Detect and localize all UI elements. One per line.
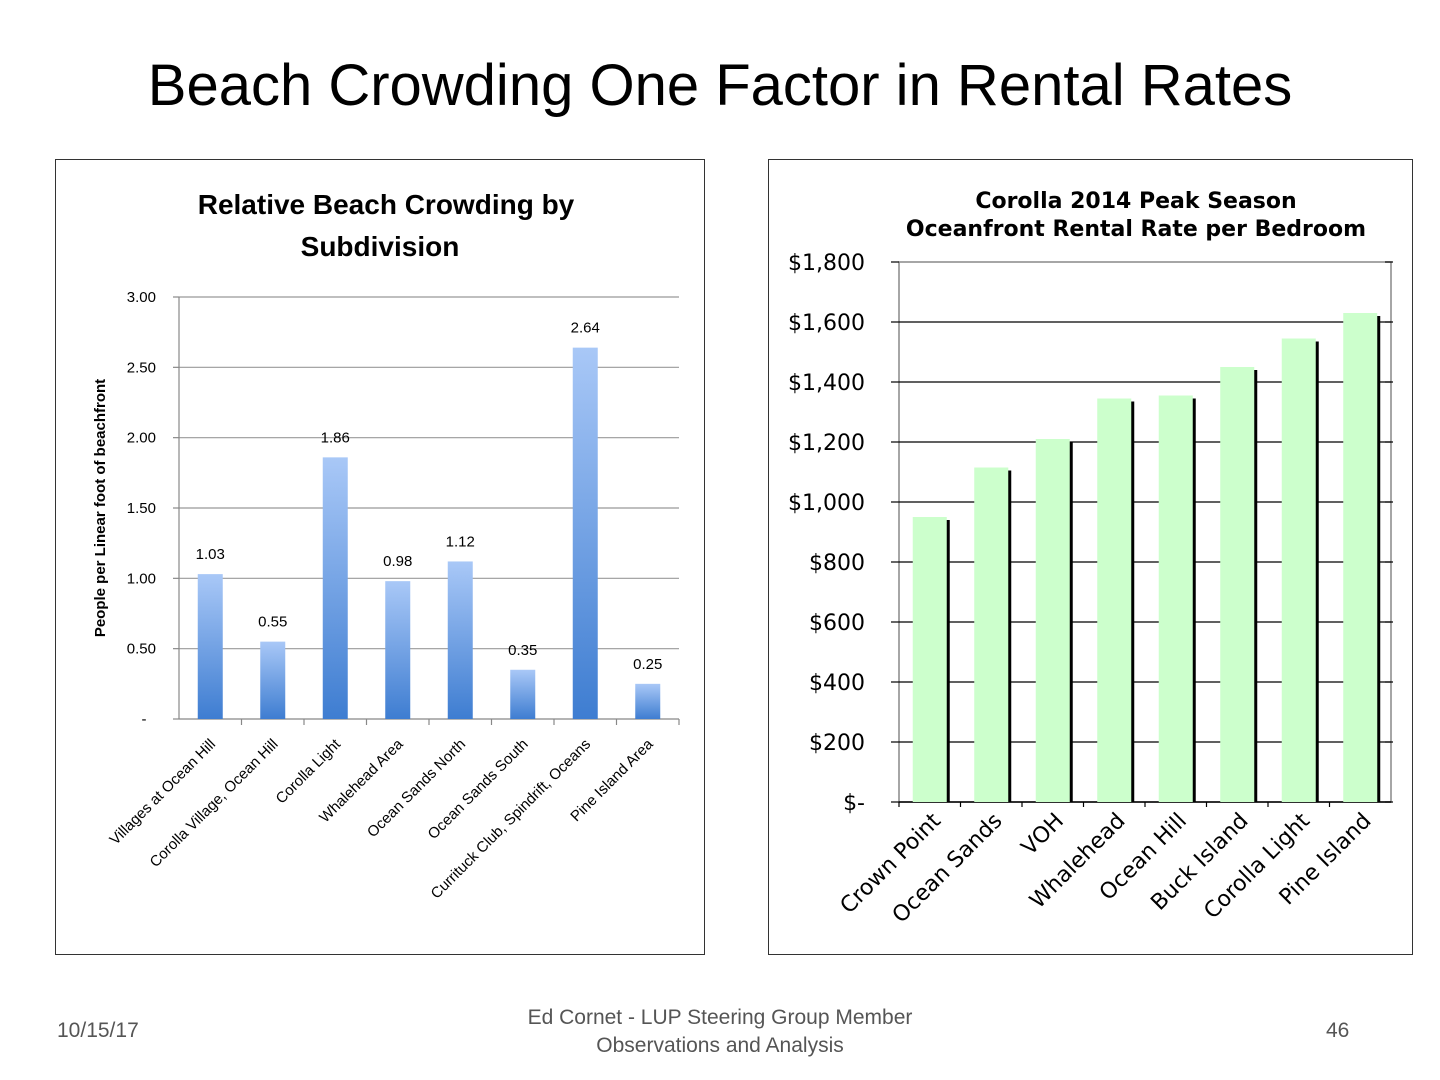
y-tick-label: 1.50 xyxy=(127,500,156,517)
bar xyxy=(635,683,661,719)
bar xyxy=(1158,395,1193,802)
y-tick-label: 2.50 xyxy=(127,359,156,376)
data-label: 0.35 xyxy=(508,642,537,659)
chart-title-line1: Relative Beach Crowding by xyxy=(198,189,575,220)
x-tick-label: VOH xyxy=(1017,809,1069,861)
bar xyxy=(912,517,947,802)
bar xyxy=(197,574,223,719)
y-tick-label: 1.00 xyxy=(127,570,156,587)
data-label: 0.98 xyxy=(383,553,412,570)
bar xyxy=(1035,439,1070,802)
y-tick-label: $1,800 xyxy=(788,251,865,276)
crowding-chart-panel: Relative Beach Crowding by Subdivision Peo… xyxy=(55,159,705,955)
footer-date: 10/15/17 xyxy=(57,1019,139,1042)
y-tick-label: $- xyxy=(843,791,865,816)
bar xyxy=(1343,313,1378,802)
x-tick-label: Villages at Ocean Hill xyxy=(106,736,219,849)
data-label: 0.25 xyxy=(633,656,662,673)
bar xyxy=(572,347,598,719)
footer-author: Ed Cornet - LUP Steering Group Member xyxy=(527,1006,913,1029)
bar xyxy=(974,467,1009,802)
footer-subtitle: Observations and Analysis xyxy=(596,1034,844,1057)
y-tick-label: $1,400 xyxy=(788,371,865,396)
y-tick-label: $800 xyxy=(809,551,865,576)
y-tick-label: 0.50 xyxy=(127,641,156,658)
crowding-chart: Relative Beach Crowding by Subdivision Peo… xyxy=(92,189,680,902)
y-tick-label: $1,200 xyxy=(788,431,865,456)
rental-rate-chart: Corolla 2014 Peak Season Oceanfront Renta… xyxy=(788,189,1393,929)
chart-title-line2: Subdivision xyxy=(301,231,460,262)
data-label: 2.64 xyxy=(571,320,600,337)
y-tick-label: $200 xyxy=(809,731,865,756)
chart-title-line2: Oceanfront Rental Rate per Bedroom xyxy=(906,217,1366,242)
data-label: 1.86 xyxy=(321,429,350,446)
y-tick-label: $600 xyxy=(809,611,865,636)
rental-rate-chart-panel: Corolla 2014 Peak Season Oceanfront Renta… xyxy=(768,159,1413,955)
bar xyxy=(1220,367,1255,802)
y-tick-label: $1,000 xyxy=(788,491,865,516)
y-tick-label: $1,600 xyxy=(788,311,865,336)
y-tick-label: - xyxy=(142,711,147,728)
y-tick-label: 2.00 xyxy=(127,430,156,447)
bar xyxy=(510,669,536,719)
bar xyxy=(1281,338,1316,802)
x-tick-label: Corolla Village, Ocean Hill xyxy=(147,736,282,871)
bar xyxy=(1097,398,1132,802)
y-axis-label: People per Linear foot of beachfront xyxy=(92,379,109,637)
bar xyxy=(447,561,473,719)
chart-title-line1: Corolla 2014 Peak Season xyxy=(975,189,1296,214)
page-number: 46 xyxy=(1326,1019,1350,1042)
data-label: 1.12 xyxy=(446,533,475,550)
data-label: 1.03 xyxy=(196,546,225,563)
slide-title: Beach Crowding One Factor in Rental Rate… xyxy=(147,53,1293,118)
bar xyxy=(322,457,348,719)
bar xyxy=(385,581,411,719)
x-tick-label: Ocean Sands xyxy=(888,809,1008,929)
footer-caption: Ed Cornet - LUP Steering Group Member Ob… xyxy=(470,1004,970,1060)
y-tick-label: 3.00 xyxy=(127,289,156,306)
bar xyxy=(260,641,286,719)
x-tick-label: Corolla Light xyxy=(1199,808,1315,924)
y-tick-label: $400 xyxy=(809,671,865,696)
data-label: 0.55 xyxy=(258,614,287,631)
